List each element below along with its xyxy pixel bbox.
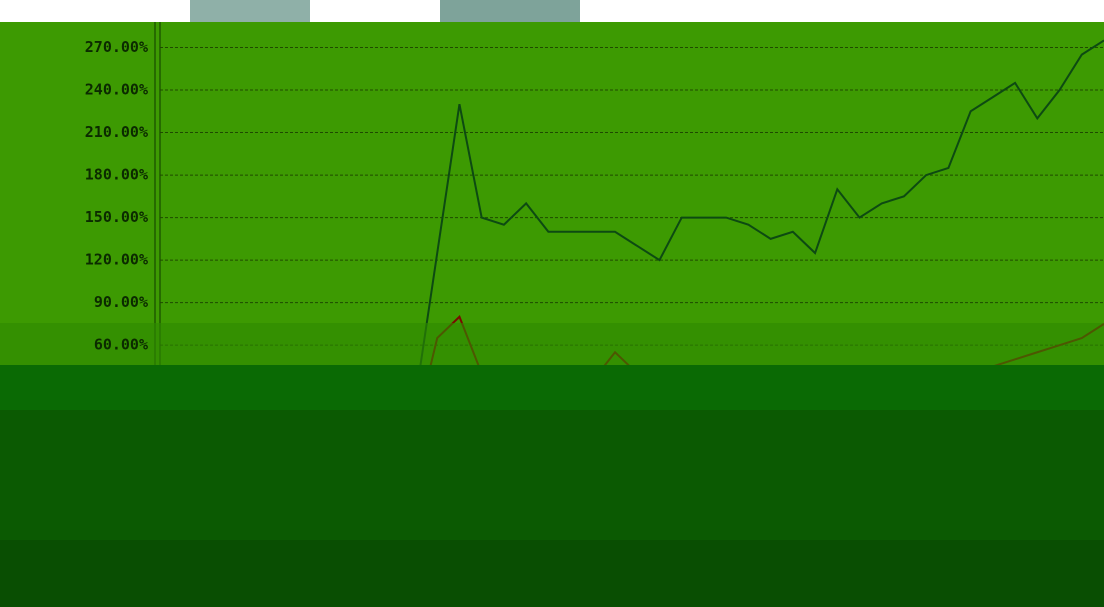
y-tick-label: 150.00% <box>85 208 148 226</box>
y-tick-label: 90.00% <box>94 293 148 311</box>
y-tick-label: 240.00% <box>85 81 148 99</box>
y-tick-label: 120.00% <box>85 251 148 269</box>
lower-band <box>0 365 1104 410</box>
series-line <box>419 39 1104 365</box>
y-tick-label: 270.00% <box>85 38 148 56</box>
series-group <box>419 39 1104 365</box>
plot-background <box>0 22 1104 365</box>
y-tick-label: 180.00% <box>85 166 148 184</box>
title-noise <box>440 0 580 22</box>
y-tick-label: 210.00% <box>85 123 148 141</box>
y-tick-label: 60.00% <box>94 336 148 354</box>
overlay-band <box>0 323 1104 365</box>
title-noise <box>190 0 310 22</box>
lower-band <box>0 540 1104 607</box>
